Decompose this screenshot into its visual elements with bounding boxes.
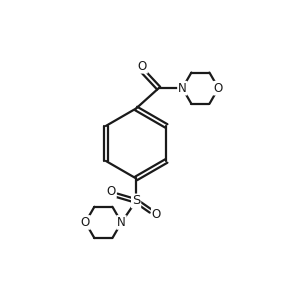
Text: O: O — [107, 185, 116, 198]
Text: O: O — [214, 82, 223, 95]
Text: N: N — [117, 216, 126, 229]
Text: S: S — [132, 195, 140, 207]
Text: O: O — [81, 216, 90, 229]
Text: O: O — [152, 208, 161, 221]
Text: O: O — [138, 60, 147, 73]
Text: N: N — [178, 82, 187, 95]
